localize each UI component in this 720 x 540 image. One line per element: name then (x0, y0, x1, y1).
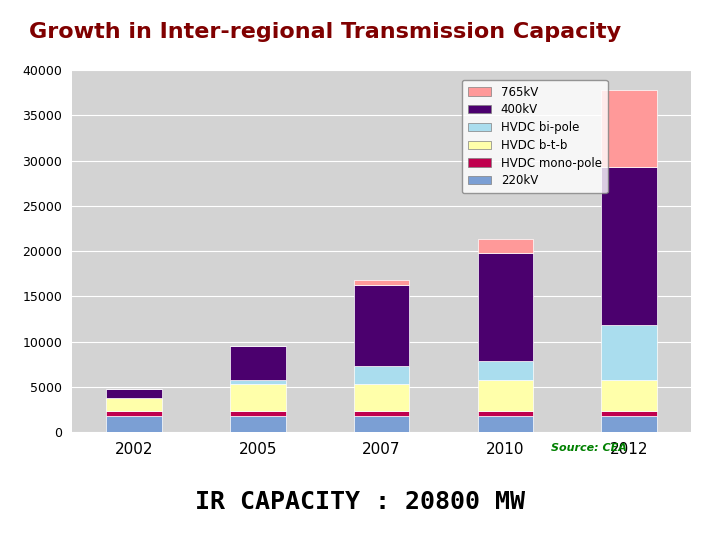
Bar (601, 167, 657, 325)
Bar (477, 239, 534, 253)
Bar (601, 416, 657, 432)
Bar (477, 380, 534, 411)
Bar (106, 389, 162, 397)
Bar (354, 416, 410, 432)
Bar (106, 397, 162, 411)
Bar (601, 325, 657, 380)
Bar (354, 285, 410, 366)
Text: Source: CEA: Source: CEA (551, 443, 626, 453)
Bar (230, 380, 286, 384)
Bar (354, 411, 410, 416)
Bar (354, 384, 410, 411)
Text: IR CAPACITY : 20800 MW: IR CAPACITY : 20800 MW (195, 490, 525, 514)
Bar (477, 361, 534, 380)
Bar (230, 411, 286, 416)
Bar (601, 90, 657, 167)
Bar (354, 280, 410, 285)
Bar (477, 411, 534, 416)
Text: Growth in Inter-regional Transmission Capacity: Growth in Inter-regional Transmission Ca… (29, 22, 621, 43)
Bar (477, 253, 534, 361)
Bar (106, 411, 162, 416)
Bar (601, 380, 657, 411)
Bar (354, 366, 410, 384)
Bar (230, 346, 286, 380)
Bar (477, 416, 534, 432)
Legend: 765kV, 400kV, HVDC bi-pole, HVDC b-t-b, HVDC mono-pole, 220kV: 765kV, 400kV, HVDC bi-pole, HVDC b-t-b, … (462, 80, 608, 193)
Bar (230, 384, 286, 411)
Bar (106, 416, 162, 432)
Bar (601, 411, 657, 416)
Bar (230, 416, 286, 432)
